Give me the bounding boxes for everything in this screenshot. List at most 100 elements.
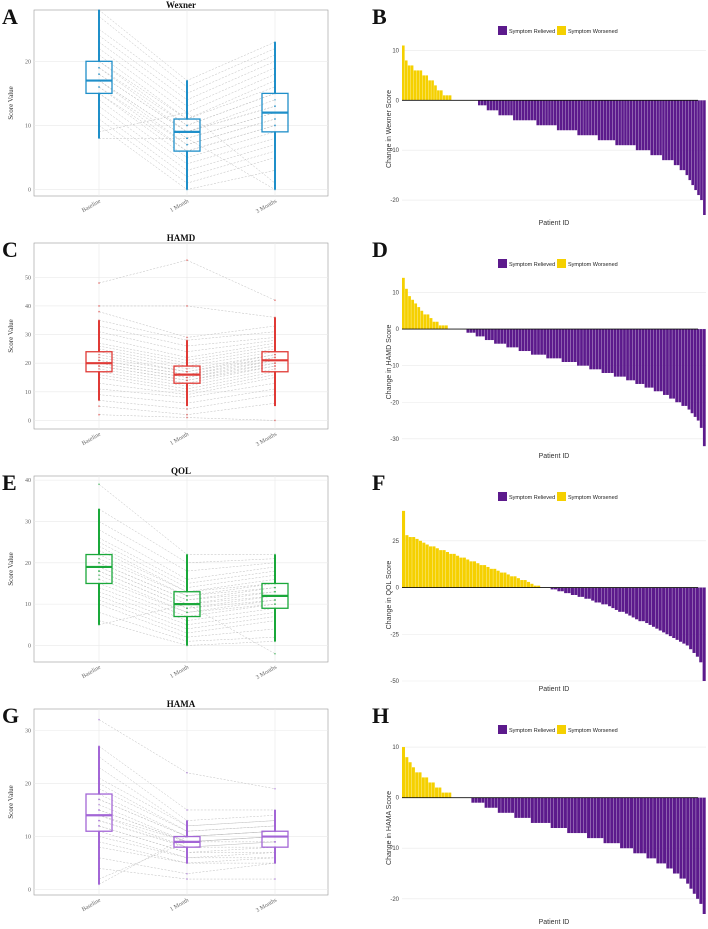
- legend-swatch-worsened: [557, 492, 566, 501]
- data-point: [98, 590, 100, 593]
- data-point: [186, 163, 188, 165]
- bar: [510, 576, 514, 588]
- data-point: [98, 840, 100, 843]
- bar: [521, 100, 525, 121]
- y-axis-label: Score Value: [7, 785, 15, 819]
- data-point: [274, 557, 276, 560]
- bar: [695, 587, 699, 657]
- bar: [570, 797, 574, 834]
- data-point: [274, 607, 276, 610]
- bar: [429, 318, 433, 330]
- bar: [594, 587, 598, 603]
- data-point: [98, 846, 100, 849]
- data-point: [98, 483, 100, 486]
- data-point: [186, 150, 188, 153]
- bar: [499, 572, 504, 588]
- bar: [606, 100, 610, 141]
- data-point: [274, 169, 276, 172]
- data-point: [274, 347, 276, 350]
- data-point: [186, 396, 188, 399]
- data-point: [274, 156, 276, 159]
- data-point: [186, 356, 188, 359]
- patient-line: [98, 777, 276, 827]
- bar: [603, 100, 607, 141]
- legend-swatch-relieved: [498, 492, 507, 501]
- bar: [507, 797, 511, 813]
- bar: [666, 329, 669, 395]
- data-point: [98, 347, 100, 350]
- bar: [573, 797, 577, 834]
- patient-line: [98, 830, 276, 885]
- data-point: [274, 53, 276, 56]
- data-point: [98, 305, 100, 307]
- bar: [501, 797, 505, 813]
- y-axis-label: Score Value: [7, 552, 15, 586]
- bar: [491, 329, 494, 341]
- bar: [645, 587, 649, 624]
- bar: [412, 537, 416, 588]
- bar: [669, 797, 673, 869]
- bar: [632, 100, 636, 146]
- data-point: [98, 798, 100, 801]
- bar: [644, 100, 648, 151]
- bar: [500, 329, 504, 344]
- bar: [492, 100, 496, 111]
- data-point: [186, 640, 188, 643]
- bar: [537, 329, 540, 355]
- y-tick-label: 10: [25, 390, 31, 396]
- data-point: [186, 644, 188, 647]
- plot-title: HAMD: [167, 233, 196, 243]
- bar: [587, 797, 591, 839]
- data-point: [186, 156, 188, 159]
- data-point: [186, 856, 188, 859]
- bar: [432, 321, 436, 330]
- bar: [699, 329, 703, 428]
- bar: [497, 797, 501, 813]
- x-tick-label: 3 Months: [255, 431, 278, 448]
- bar: [420, 310, 424, 330]
- bar: [497, 329, 500, 344]
- bar: [513, 576, 517, 588]
- bar: [431, 782, 435, 798]
- bar: [402, 747, 406, 798]
- bar: [472, 329, 476, 333]
- y-tick-label: 10: [25, 602, 31, 608]
- bar: [534, 329, 537, 355]
- bar: [601, 587, 605, 605]
- bar: [570, 329, 574, 362]
- data-point: [274, 382, 276, 385]
- panel-letter: E: [2, 470, 17, 495]
- data-point: [98, 745, 100, 748]
- bar: [659, 100, 662, 156]
- bar: [624, 587, 629, 614]
- legend-label-worsened: Symptom Worsened: [568, 495, 618, 501]
- data-point: [98, 787, 100, 790]
- bar: [631, 587, 635, 618]
- bar: [557, 797, 561, 828]
- bar: [506, 329, 510, 348]
- bar: [431, 80, 434, 101]
- patient-line: [98, 550, 276, 592]
- data-point: [186, 388, 188, 390]
- data-point: [98, 549, 100, 552]
- data-point: [274, 365, 276, 367]
- bar: [608, 587, 612, 607]
- bar: [665, 100, 668, 161]
- bar: [679, 100, 683, 171]
- data-point: [186, 259, 188, 262]
- patient-line: [98, 603, 276, 654]
- bar: [493, 568, 497, 588]
- bar: [603, 797, 607, 844]
- data-point: [98, 570, 100, 572]
- bar: [438, 325, 442, 330]
- bar: [583, 100, 586, 136]
- data-point: [98, 574, 100, 577]
- data-point: [274, 143, 276, 146]
- bar: [530, 583, 534, 588]
- data-point: [274, 182, 276, 185]
- legend-label-relieved: Symptom Relieved: [509, 29, 555, 35]
- data-point: [274, 419, 276, 422]
- bar: [483, 565, 487, 588]
- data-point: [186, 105, 188, 108]
- data-point: [186, 365, 188, 367]
